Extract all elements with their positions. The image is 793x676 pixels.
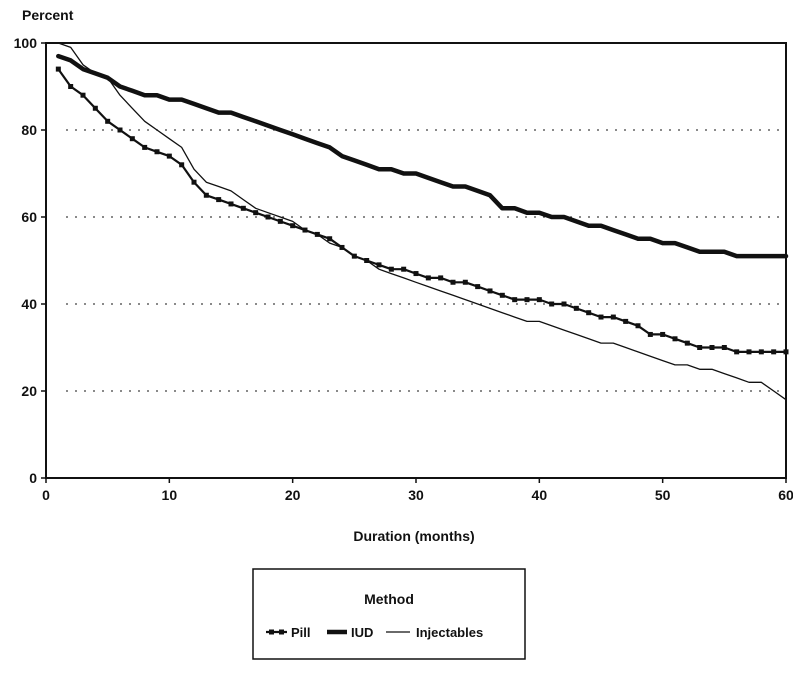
data-point-pill bbox=[536, 297, 542, 303]
data-point-pill bbox=[462, 279, 468, 285]
data-point-pill bbox=[450, 279, 456, 285]
data-point-pill bbox=[80, 92, 86, 98]
data-point-pill bbox=[721, 345, 727, 350]
data-point-pill bbox=[401, 266, 407, 272]
series-line-iud bbox=[56, 53, 789, 259]
y-axis-title: Percent bbox=[22, 7, 74, 23]
data-point-pill bbox=[672, 336, 678, 342]
y-tick-label: 80 bbox=[21, 122, 37, 138]
data-point-pill bbox=[388, 266, 394, 272]
y-tick-label: 20 bbox=[21, 383, 37, 399]
legend-title: Method bbox=[364, 591, 414, 607]
grid-layer bbox=[66, 129, 782, 392]
legend-item-pill: Pill bbox=[266, 625, 311, 640]
y-tick-labels: 0 20 40 60 80 100 bbox=[14, 35, 46, 486]
data-point-pill bbox=[758, 349, 764, 355]
data-point-pill bbox=[425, 275, 431, 281]
data-point-pill bbox=[684, 340, 690, 346]
legend-marker-pill bbox=[279, 629, 284, 635]
data-point-pill bbox=[92, 105, 98, 111]
data-point-pill bbox=[660, 331, 666, 337]
data-point-pill bbox=[290, 223, 296, 229]
x-tick-label: 30 bbox=[408, 487, 424, 503]
data-point-pill bbox=[647, 331, 653, 337]
plot-frame bbox=[45, 42, 787, 479]
data-point-pill bbox=[549, 301, 555, 307]
legend: Method Pill IUD Injectables bbox=[252, 568, 526, 660]
data-point-pill bbox=[413, 271, 419, 277]
y-tick-label: 0 bbox=[29, 470, 37, 486]
y-tick-label: 100 bbox=[14, 35, 38, 51]
data-point-pill bbox=[610, 314, 616, 320]
data-point-pill bbox=[327, 236, 333, 242]
y-tick-label: 40 bbox=[21, 296, 37, 312]
data-point-pill bbox=[277, 218, 283, 224]
x-tick-label: 50 bbox=[655, 487, 671, 503]
legend-label-injectables: Injectables bbox=[416, 625, 483, 640]
data-point-pill bbox=[105, 118, 111, 124]
data-point-pill bbox=[487, 288, 493, 294]
data-point-pill bbox=[55, 66, 61, 72]
series-line-pill bbox=[57, 68, 788, 353]
data-point-pill bbox=[697, 345, 703, 350]
axes-layer bbox=[45, 42, 787, 479]
data-point-pill bbox=[142, 144, 148, 150]
legend-box bbox=[252, 568, 526, 660]
data-point-pill bbox=[191, 179, 197, 185]
data-point-pill bbox=[166, 153, 172, 159]
data-point-pill bbox=[499, 292, 505, 298]
series-layer bbox=[55, 42, 789, 401]
data-point-pill bbox=[734, 349, 740, 355]
data-point-pill bbox=[512, 297, 518, 303]
legend-label-iud: IUD bbox=[351, 625, 373, 640]
data-point-pill bbox=[475, 284, 481, 290]
data-point-pill bbox=[709, 345, 715, 350]
x-tick-labels: 0 10 20 30 40 50 60 bbox=[42, 478, 793, 503]
legend-marker-pill bbox=[269, 629, 274, 635]
data-point-pill bbox=[586, 310, 592, 316]
data-point-pill bbox=[376, 262, 382, 268]
legend-item-iud: IUD bbox=[327, 625, 373, 640]
legend-item-injectables: Injectables bbox=[386, 625, 483, 640]
series-line-injectables bbox=[57, 42, 787, 401]
data-point-pill bbox=[524, 297, 530, 303]
data-point-pill bbox=[117, 127, 123, 133]
data-point-pill bbox=[635, 323, 641, 329]
data-point-pill bbox=[623, 318, 629, 324]
x-tick-label: 40 bbox=[532, 487, 548, 503]
legend-label-pill: Pill bbox=[291, 625, 311, 640]
y-tick-label: 60 bbox=[21, 209, 37, 225]
data-point-pill bbox=[68, 84, 74, 89]
data-point-pill bbox=[228, 201, 234, 207]
data-point-pill bbox=[216, 197, 222, 203]
x-tick-label: 0 bbox=[42, 487, 50, 503]
data-point-pill bbox=[203, 192, 209, 198]
data-point-pill bbox=[746, 349, 752, 355]
data-point-pill bbox=[771, 349, 777, 355]
data-point-pill bbox=[265, 214, 271, 220]
x-tick-label: 10 bbox=[162, 487, 178, 503]
x-tick-label: 60 bbox=[778, 487, 793, 503]
data-point-pill bbox=[179, 162, 185, 168]
data-point-pill bbox=[154, 149, 160, 155]
x-tick-label: 20 bbox=[285, 487, 301, 503]
data-point-pill bbox=[561, 301, 567, 307]
data-point-pill bbox=[573, 305, 579, 311]
data-point-pill bbox=[438, 275, 444, 281]
x-axis-title: Duration (months) bbox=[353, 528, 474, 544]
data-point-pill bbox=[129, 136, 135, 142]
data-point-pill bbox=[240, 205, 246, 211]
data-point-pill bbox=[253, 210, 259, 216]
data-point-pill bbox=[598, 314, 604, 320]
